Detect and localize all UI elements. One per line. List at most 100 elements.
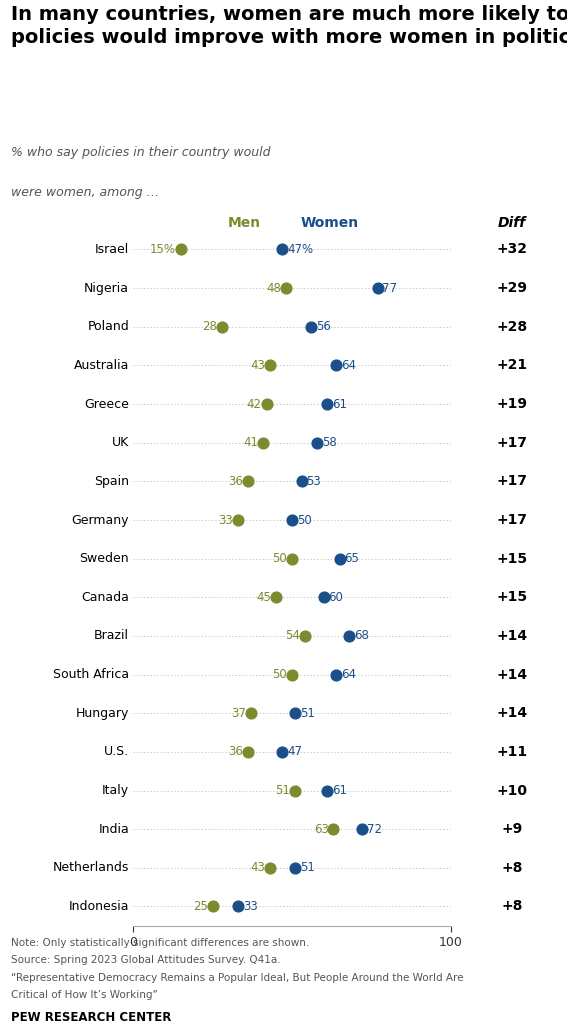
Text: UK: UK	[112, 436, 129, 449]
Text: 33: 33	[243, 900, 257, 913]
Point	[332, 357, 341, 373]
Text: Canada: Canada	[82, 591, 129, 604]
Text: Indonesia: Indonesia	[69, 900, 129, 913]
Text: 45: 45	[256, 591, 272, 604]
Text: Sweden: Sweden	[79, 552, 129, 565]
Point	[313, 435, 322, 451]
Text: +32: +32	[496, 242, 527, 257]
Point	[246, 705, 255, 721]
Text: 47%: 47%	[287, 243, 314, 256]
Text: Poland: Poland	[87, 320, 129, 333]
Text: +29: +29	[496, 281, 527, 296]
Text: +8: +8	[501, 860, 522, 875]
Point	[357, 821, 366, 838]
Point	[265, 357, 274, 373]
Text: +21: +21	[496, 358, 527, 372]
Text: “Representative Democracy Remains a Popular Ideal, But People Around the World A: “Representative Democracy Remains a Popu…	[11, 973, 464, 982]
Point	[323, 783, 332, 799]
Text: +14: +14	[496, 668, 527, 681]
Point	[272, 589, 281, 606]
Text: Australia: Australia	[74, 359, 129, 372]
Text: 63: 63	[314, 822, 328, 836]
Point	[278, 241, 287, 258]
Text: 61: 61	[332, 398, 346, 410]
Text: Women: Women	[301, 216, 359, 229]
Text: 50: 50	[273, 552, 287, 565]
Point	[259, 435, 268, 451]
Text: Germany: Germany	[72, 514, 129, 527]
Text: 42: 42	[247, 398, 262, 410]
Text: % who say policies in their country would: % who say policies in their country woul…	[11, 146, 275, 160]
Text: PEW RESEARCH CENTER: PEW RESEARCH CENTER	[11, 1011, 172, 1023]
Text: In many countries, women are much more likely to say
policies would improve with: In many countries, women are much more l…	[11, 5, 567, 47]
Text: Critical of How It’s Working”: Critical of How It’s Working”	[11, 990, 158, 999]
Point	[234, 898, 243, 915]
Point	[329, 821, 338, 838]
Point	[278, 744, 287, 760]
Text: +19: +19	[496, 397, 527, 411]
Point	[287, 550, 297, 567]
Text: 25: 25	[193, 900, 208, 913]
Text: Note: Only statistically significant differences are shown.: Note: Only statistically significant dif…	[11, 938, 310, 947]
Point	[291, 859, 300, 876]
Text: 56: 56	[316, 320, 331, 333]
Text: Hungary: Hungary	[76, 707, 129, 720]
Point	[345, 628, 354, 644]
Text: Spain: Spain	[94, 475, 129, 488]
Text: Netherlands: Netherlands	[53, 861, 129, 875]
Point	[291, 783, 300, 799]
Text: +15: +15	[496, 590, 527, 605]
Text: 28: 28	[202, 320, 217, 333]
Text: 48: 48	[266, 281, 281, 295]
Text: 43: 43	[250, 861, 265, 875]
Text: 41: 41	[244, 436, 259, 449]
Text: 15%: 15%	[150, 243, 176, 256]
Text: +11: +11	[496, 745, 527, 759]
Text: Greece: Greece	[84, 398, 129, 410]
Text: 47: 47	[287, 746, 302, 758]
Text: +17: +17	[496, 436, 527, 450]
Text: 54: 54	[285, 629, 300, 642]
Text: 51: 51	[276, 784, 290, 797]
Point	[208, 898, 217, 915]
Text: 68: 68	[354, 629, 369, 642]
Text: Israel: Israel	[95, 243, 129, 256]
Point	[323, 396, 332, 412]
Text: +14: +14	[496, 706, 527, 720]
Point	[297, 474, 306, 490]
Text: 64: 64	[341, 668, 356, 681]
Text: 51: 51	[300, 861, 315, 875]
Text: 33: 33	[218, 514, 233, 527]
Text: +14: +14	[496, 629, 527, 643]
Point	[262, 396, 271, 412]
Point	[287, 512, 297, 528]
Point	[335, 550, 344, 567]
Text: 65: 65	[344, 552, 359, 565]
Point	[176, 241, 185, 258]
Text: 64: 64	[341, 359, 356, 372]
Text: 37: 37	[231, 707, 246, 720]
Text: 43: 43	[250, 359, 265, 372]
Text: +17: +17	[496, 475, 527, 488]
Text: 53: 53	[306, 475, 321, 488]
Text: Diff: Diff	[498, 216, 526, 229]
Point	[234, 512, 243, 528]
Text: 72: 72	[367, 822, 382, 836]
Text: Italy: Italy	[102, 784, 129, 797]
Text: 50: 50	[297, 514, 311, 527]
Text: 60: 60	[328, 591, 344, 604]
Point	[281, 280, 290, 297]
Text: +28: +28	[496, 320, 527, 333]
Text: Brazil: Brazil	[94, 629, 129, 642]
Text: South Africa: South Africa	[53, 668, 129, 681]
Point	[243, 474, 252, 490]
Text: 51: 51	[300, 707, 315, 720]
Point	[319, 589, 328, 606]
Text: +10: +10	[496, 784, 527, 798]
Point	[332, 666, 341, 682]
Point	[218, 318, 227, 335]
Text: 77: 77	[383, 281, 397, 295]
Point	[291, 705, 300, 721]
Text: +9: +9	[501, 822, 522, 836]
Point	[307, 318, 316, 335]
